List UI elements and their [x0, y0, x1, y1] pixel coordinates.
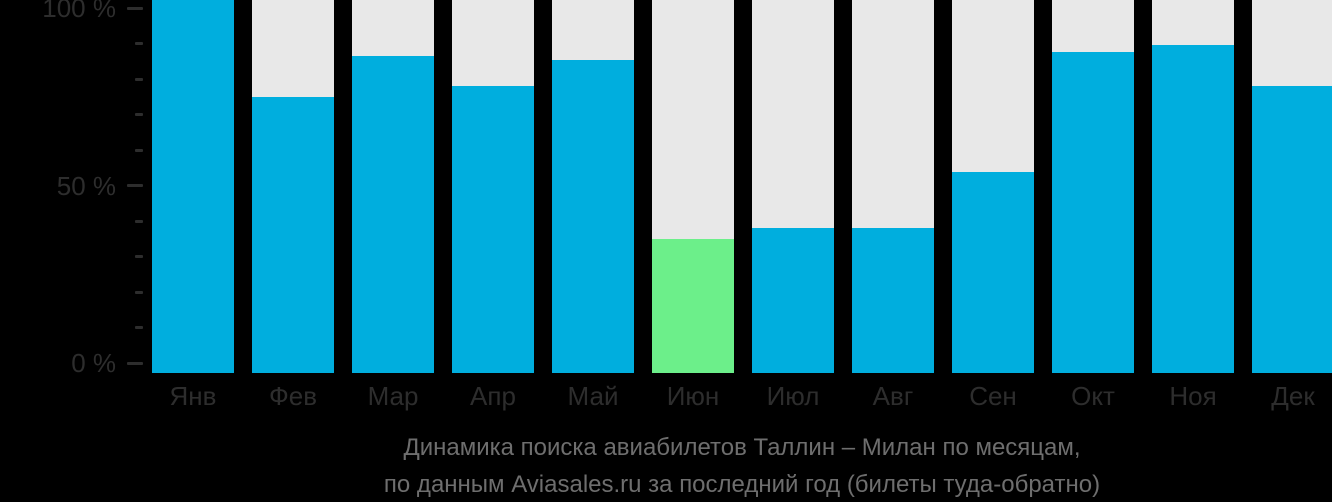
month-label: Мар	[367, 381, 419, 411]
chart-subtitle: по данным Aviasales.ru за последний год …	[383, 471, 1101, 498]
bar-column[interactable]	[352, 0, 434, 373]
y-axis-tick	[127, 6, 143, 10]
bar-fill	[1252, 85, 1332, 373]
bar-fill	[752, 227, 834, 373]
bar-fill	[1052, 52, 1134, 373]
month-label: Окт	[1071, 381, 1115, 411]
y-axis-tick	[135, 148, 143, 152]
bars-area	[152, 0, 1332, 373]
bar-fill	[552, 59, 634, 373]
bar-fill	[152, 0, 234, 373]
y-axis-tick	[127, 184, 143, 187]
bar-column[interactable]	[1252, 0, 1332, 373]
bar-fill	[252, 96, 334, 373]
bar-fill	[652, 238, 734, 373]
month-label: Июл	[766, 381, 820, 411]
bar-column[interactable]	[752, 0, 834, 373]
month-label: Авг	[872, 381, 914, 411]
bar-column[interactable]	[152, 0, 234, 373]
y-axis-tick	[135, 77, 143, 81]
bar-column[interactable]	[1052, 0, 1134, 373]
bar-column[interactable]	[652, 0, 734, 373]
month-label: Апр	[470, 381, 516, 411]
y-axis-tick-label: 50 %	[56, 170, 116, 201]
y-axis-tick	[127, 361, 143, 365]
bar-column[interactable]	[1152, 0, 1234, 373]
bar-column[interactable]	[252, 0, 334, 373]
bar-fill	[852, 227, 934, 373]
y-axis-tick	[135, 290, 143, 294]
month-label: Июн	[666, 381, 720, 411]
bar-column[interactable]	[952, 0, 1034, 373]
bar-fill	[352, 55, 434, 373]
chart-title: Динамика поиска авиабилетов Таллин – Мил…	[403, 434, 1081, 461]
bar-fill	[452, 85, 534, 373]
month-label: Фев	[268, 381, 318, 411]
month-label: Янв	[169, 381, 217, 411]
bar-fill	[1152, 44, 1234, 373]
y-axis: 100 % 50 % 0 %	[0, 0, 152, 420]
y-axis-tick-label: 0 %	[71, 348, 116, 378]
y-axis-tick	[135, 255, 143, 258]
bar-column[interactable]	[852, 0, 934, 373]
bar-column[interactable]	[452, 0, 534, 373]
month-label: Сен	[969, 381, 1017, 411]
bar-column[interactable]	[552, 0, 634, 373]
bar-fill	[952, 171, 1034, 373]
month-label: Май	[567, 381, 619, 411]
month-label: Дек	[1271, 381, 1315, 411]
y-axis-tick	[135, 219, 143, 223]
y-axis-tick-label: 100 %	[42, 0, 116, 23]
month-label: Ноя	[1169, 381, 1217, 411]
x-axis-labels: Янв Фев Мар Апр Май Июн Июл Авг Сен Окт Ноя Дек	[152, 381, 1332, 411]
y-axis-tick	[135, 326, 143, 329]
chart-caption: Динамика поиска авиабилетов Таллин – Мил…	[152, 429, 1332, 502]
y-axis-tick	[135, 113, 143, 116]
y-axis-tick	[135, 42, 143, 45]
